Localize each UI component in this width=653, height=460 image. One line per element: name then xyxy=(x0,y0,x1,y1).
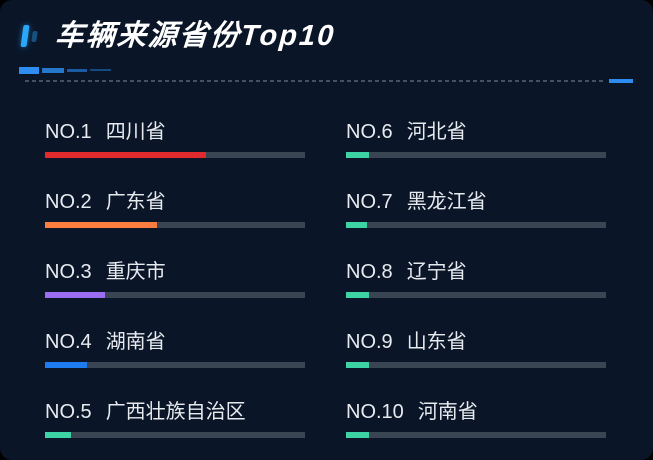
rank-label: NO.6 xyxy=(346,121,393,143)
rank-row: NO.1 四川省 xyxy=(45,121,305,191)
province-name: 河南省 xyxy=(417,401,478,423)
progress-fill xyxy=(45,432,71,438)
progress-track xyxy=(45,432,305,438)
panel-title: 车辆来源省份Top10 xyxy=(53,19,337,52)
progress-track xyxy=(45,362,305,368)
rank-row: NO.4 湖南省 xyxy=(45,331,305,401)
rank-row: NO.2 广东省 xyxy=(45,191,305,261)
divider-blue-cap xyxy=(609,79,633,83)
rank-label: NO.4 xyxy=(45,331,92,353)
progress-fill xyxy=(346,292,370,298)
progress-fill xyxy=(45,152,207,158)
progress-track xyxy=(346,292,606,298)
deco-dash xyxy=(67,68,87,72)
rank-row: NO.6 河北省 xyxy=(346,121,606,191)
rank-row: NO.9 山东省 xyxy=(346,331,606,401)
progress-track xyxy=(346,152,606,158)
province-name: 黑龙江省 xyxy=(406,191,487,213)
rank-label: NO.5 xyxy=(45,401,92,423)
progress-fill xyxy=(346,432,370,438)
progress-fill xyxy=(346,362,370,368)
equalizer-bars-icon xyxy=(20,23,42,49)
header-divider xyxy=(25,79,633,83)
ranking-column-left: NO.1 四川省 NO.2 广东省 NO.3 重庆市 NO.4 湖南省 NO.5 广西壮族… xyxy=(45,121,305,460)
rank-label: NO.2 xyxy=(45,191,92,213)
rank-row: NO.8 辽宁省 xyxy=(346,261,606,331)
province-name: 河北省 xyxy=(406,121,467,143)
divider-dashed-line xyxy=(25,80,603,82)
ranking-column-right: NO.6 河北省 NO.7 黑龙江省 NO.8 辽宁省 NO.9 山东省 NO.10 河南… xyxy=(346,121,606,460)
rank-label: NO.1 xyxy=(45,121,92,143)
province-name: 广西壮族自治区 xyxy=(105,401,246,423)
deco-dash xyxy=(19,66,39,74)
province-name: 山东省 xyxy=(406,331,467,353)
province-name: 广东省 xyxy=(105,191,166,213)
progress-track xyxy=(45,222,305,228)
header-deco-dashes xyxy=(19,66,653,74)
rank-label: NO.9 xyxy=(346,331,393,353)
progress-fill xyxy=(346,152,370,158)
progress-track xyxy=(45,152,305,158)
province-name: 重庆市 xyxy=(105,261,166,283)
progress-track xyxy=(45,292,305,298)
progress-track xyxy=(346,432,606,438)
rank-row: NO.3 重庆市 xyxy=(45,261,305,331)
rank-label: NO.7 xyxy=(346,191,393,213)
ranking-list: NO.1 四川省 NO.2 广东省 NO.3 重庆市 NO.4 湖南省 NO.5 广西壮族… xyxy=(0,83,653,460)
progress-fill xyxy=(45,292,105,298)
rank-row: NO.7 黑龙江省 xyxy=(346,191,606,261)
progress-fill xyxy=(45,362,87,368)
deco-dash xyxy=(42,67,64,73)
rank-label: NO.8 xyxy=(346,261,393,283)
progress-track xyxy=(346,222,606,228)
rank-row: NO.10 河南省 xyxy=(346,401,606,460)
province-name: 辽宁省 xyxy=(406,261,467,283)
province-name: 四川省 xyxy=(105,121,166,143)
rank-label: NO.3 xyxy=(45,261,92,283)
rank-label: NO.10 xyxy=(346,401,404,423)
province-name: 湖南省 xyxy=(105,331,166,353)
panel-header: 车辆来源省份Top10 xyxy=(0,19,653,52)
progress-fill xyxy=(45,222,157,228)
progress-track xyxy=(346,362,606,368)
deco-dash xyxy=(90,69,111,71)
progress-fill xyxy=(346,222,367,228)
rank-row: NO.5 广西壮族自治区 xyxy=(45,401,305,460)
